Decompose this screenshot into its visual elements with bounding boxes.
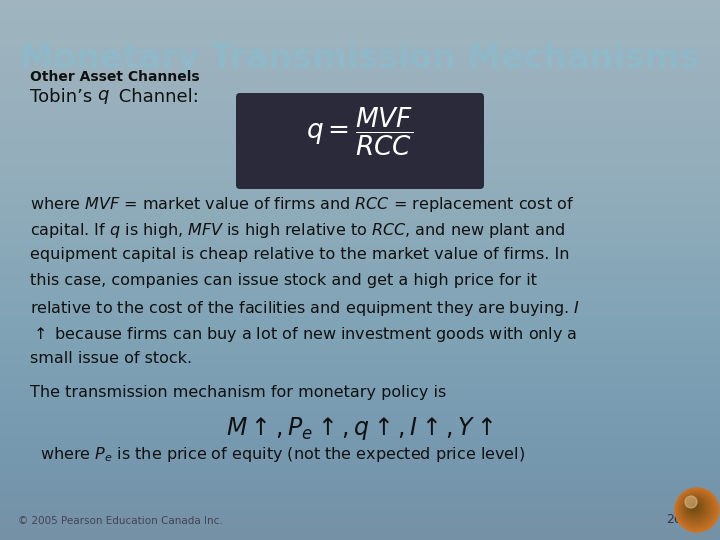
Circle shape <box>689 502 699 512</box>
Circle shape <box>679 491 714 526</box>
Circle shape <box>678 491 714 528</box>
Text: $q = \dfrac{\mathit{MVF}}{\mathit{RCC}}$: $q = \dfrac{\mathit{MVF}}{\mathit{RCC}}$ <box>306 106 414 158</box>
Circle shape <box>687 500 702 515</box>
Circle shape <box>681 494 710 523</box>
Circle shape <box>679 492 714 526</box>
Circle shape <box>685 498 705 518</box>
Circle shape <box>681 495 710 523</box>
Circle shape <box>688 501 700 513</box>
Circle shape <box>687 500 702 515</box>
Text: Tobin’s: Tobin’s <box>30 88 98 106</box>
Circle shape <box>683 495 708 522</box>
Text: $\mathit{M}\uparrow, P_e\uparrow, \mathit{q}\uparrow, \mathit{I}\uparrow, Y\upar: $\mathit{M}\uparrow, P_e\uparrow, \mathi… <box>226 415 494 442</box>
Circle shape <box>689 502 698 512</box>
Circle shape <box>690 503 698 510</box>
Circle shape <box>681 494 711 524</box>
Circle shape <box>683 496 708 521</box>
Circle shape <box>682 495 709 522</box>
Text: this case, companies can issue stock and get a high price for it: this case, companies can issue stock and… <box>30 273 537 288</box>
Circle shape <box>687 500 701 515</box>
Circle shape <box>677 490 717 530</box>
Circle shape <box>683 497 706 519</box>
Circle shape <box>676 489 717 530</box>
Circle shape <box>675 488 719 532</box>
Circle shape <box>690 504 696 510</box>
Circle shape <box>692 505 695 508</box>
Circle shape <box>676 489 718 531</box>
Circle shape <box>693 505 694 507</box>
Circle shape <box>685 496 697 508</box>
Text: capital. If $q$ is high, $\mathit{MFV}$ is high relative to $\mathit{RCC}$, and : capital. If $q$ is high, $\mathit{MFV}$ … <box>30 221 565 240</box>
Circle shape <box>678 491 714 527</box>
Circle shape <box>690 503 698 511</box>
Text: The transmission mechanism for monetary policy is: The transmission mechanism for monetary … <box>30 385 446 400</box>
Circle shape <box>680 493 711 524</box>
Circle shape <box>686 500 703 516</box>
Circle shape <box>684 497 706 519</box>
Circle shape <box>685 497 706 518</box>
Circle shape <box>680 492 712 525</box>
Text: where $\mathit{MVF}$ = market value of firms and $\mathit{RCC}$ = replacement co: where $\mathit{MVF}$ = market value of f… <box>30 195 574 214</box>
Text: small issue of stock.: small issue of stock. <box>30 351 192 366</box>
Circle shape <box>677 490 716 529</box>
Circle shape <box>691 504 696 509</box>
Circle shape <box>685 498 704 517</box>
Text: where $P_e$ is the price of equity (not the expected price level): where $P_e$ is the price of equity (not … <box>30 445 525 464</box>
Circle shape <box>688 501 701 514</box>
Text: $\uparrow$ because firms can buy a lot of new investment goods with only a: $\uparrow$ because firms can buy a lot o… <box>30 325 577 344</box>
Text: Other Asset Channels: Other Asset Channels <box>30 70 199 84</box>
Circle shape <box>683 496 707 520</box>
Circle shape <box>688 502 700 512</box>
FancyBboxPatch shape <box>236 93 484 189</box>
Circle shape <box>684 497 706 519</box>
Circle shape <box>679 492 713 526</box>
Circle shape <box>675 489 718 531</box>
Circle shape <box>685 498 703 517</box>
Text: equipment capital is cheap relative to the market value of firms. In: equipment capital is cheap relative to t… <box>30 247 570 262</box>
Circle shape <box>685 498 704 517</box>
Text: relative to the cost of the facilities and equipment they are buying. $\mathit{I: relative to the cost of the facilities a… <box>30 299 580 318</box>
Circle shape <box>675 488 719 531</box>
Circle shape <box>677 490 716 529</box>
Circle shape <box>686 499 703 516</box>
Circle shape <box>678 490 716 529</box>
Text: © 2005 Pearson Education Canada Inc.: © 2005 Pearson Education Canada Inc. <box>18 516 222 526</box>
Circle shape <box>689 502 698 511</box>
Circle shape <box>678 491 715 528</box>
Circle shape <box>682 495 709 522</box>
Circle shape <box>692 505 694 507</box>
Text: $q$: $q$ <box>97 88 109 106</box>
Circle shape <box>688 501 701 514</box>
Circle shape <box>691 504 696 509</box>
Text: 26-12: 26-12 <box>666 513 702 526</box>
Circle shape <box>691 504 696 508</box>
Circle shape <box>680 493 712 525</box>
Circle shape <box>690 503 697 510</box>
Text: Monetary Transmission Mechanisms: Monetary Transmission Mechanisms <box>20 42 700 75</box>
Circle shape <box>680 494 711 524</box>
Circle shape <box>683 496 708 521</box>
Text: Channel:: Channel: <box>113 88 199 106</box>
